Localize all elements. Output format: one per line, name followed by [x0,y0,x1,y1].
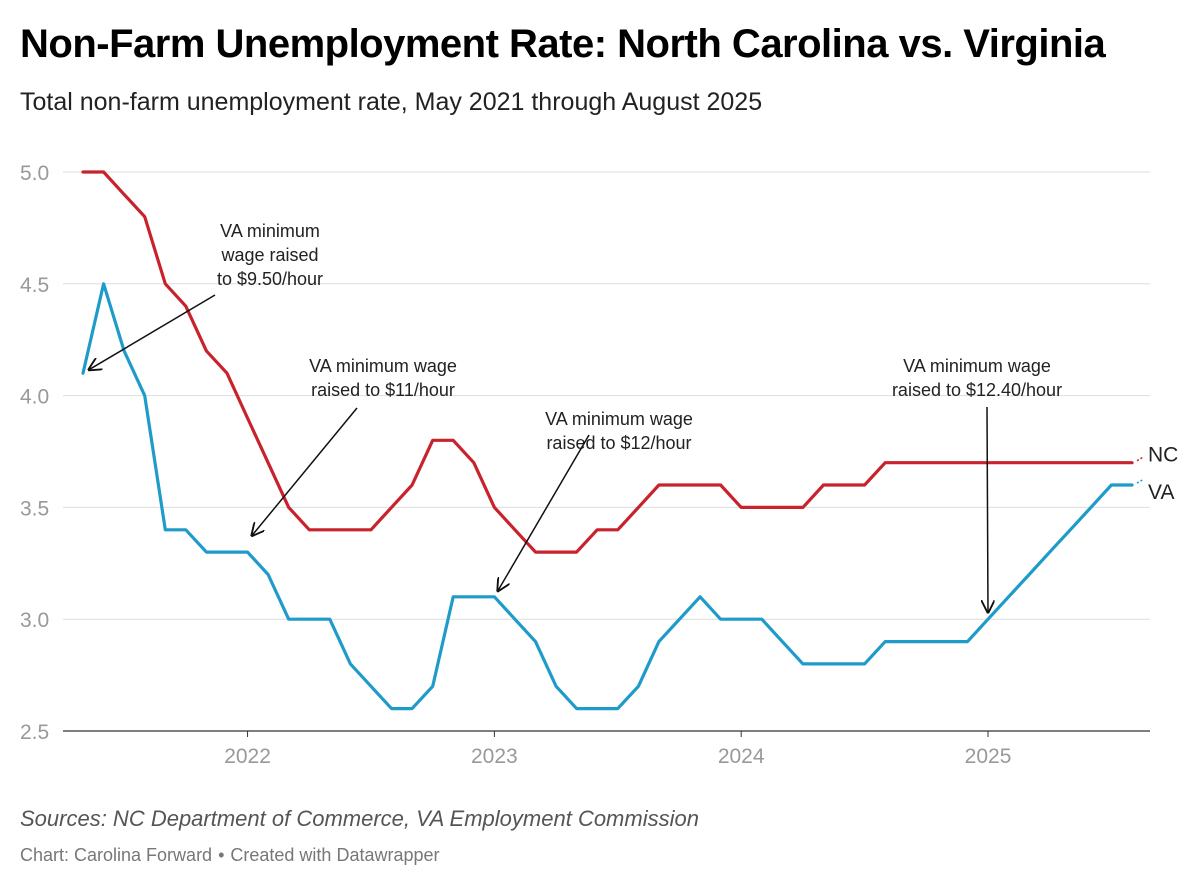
series-label-va: VA [1148,481,1174,504]
y-tick-label: 5.0 [20,162,49,185]
annotation-text: VA minimum wage [545,409,693,429]
y-tick-label: 4.0 [20,386,49,409]
credit-line: Chart: Carolina Forward • Created with Dat… [20,845,440,866]
chart-subtitle: Total non-farm unemployment rate, May 20… [20,88,762,117]
y-tick-label: 3.5 [20,497,49,520]
series-label-connector [1137,457,1144,461]
annotation-arrow [498,435,589,591]
y-axis-ticks: 2.5 3.0 3.5 4.0 4.5 5.0 [20,162,49,744]
annotation-text: raised to $12.40/hour [892,380,1062,400]
line-chart: 2.5 3.0 3.5 4.0 4.5 5.0 2022 2023 2024 2025 NC VA… [0,140,1200,790]
y-tick-label: 2.5 [20,721,49,744]
y-tick-label: 4.5 [20,274,49,297]
series-label-connector [1137,479,1144,483]
credit-tool: Created with Datawrapper [230,845,439,865]
chart-title: Non-Farm Unemployment Rate: North Caroli… [20,22,1105,67]
y-tick-label: 3.0 [20,609,49,632]
credit-chart: Chart: Carolina Forward [20,845,212,865]
annotation-text: VA minimum [220,221,320,241]
credit-separator: • [212,845,230,865]
annotation-text: to $9.50/hour [217,269,323,289]
x-tick-label: 2025 [965,745,1012,768]
annotation-text: wage raised [220,245,318,265]
x-tick-label: 2024 [718,745,765,768]
sources-note: Sources: NC Department of Commerce, VA E… [20,806,699,832]
series-label-nc: NC [1148,444,1178,467]
annotation-arrow [987,407,988,612]
x-tick-label: 2023 [471,745,518,768]
annotation-text: VA minimum wage [309,356,457,376]
annotation-text: raised to $12/hour [546,433,691,453]
annotation-arrow [252,408,357,536]
annotation-text: raised to $11/hour [311,380,455,400]
x-tick-label: 2022 [224,745,271,768]
series-line-va [83,284,1132,709]
x-axis-ticks: 2022 2023 2024 2025 [224,731,1011,768]
annotation-text: VA minimum wage [903,356,1051,376]
